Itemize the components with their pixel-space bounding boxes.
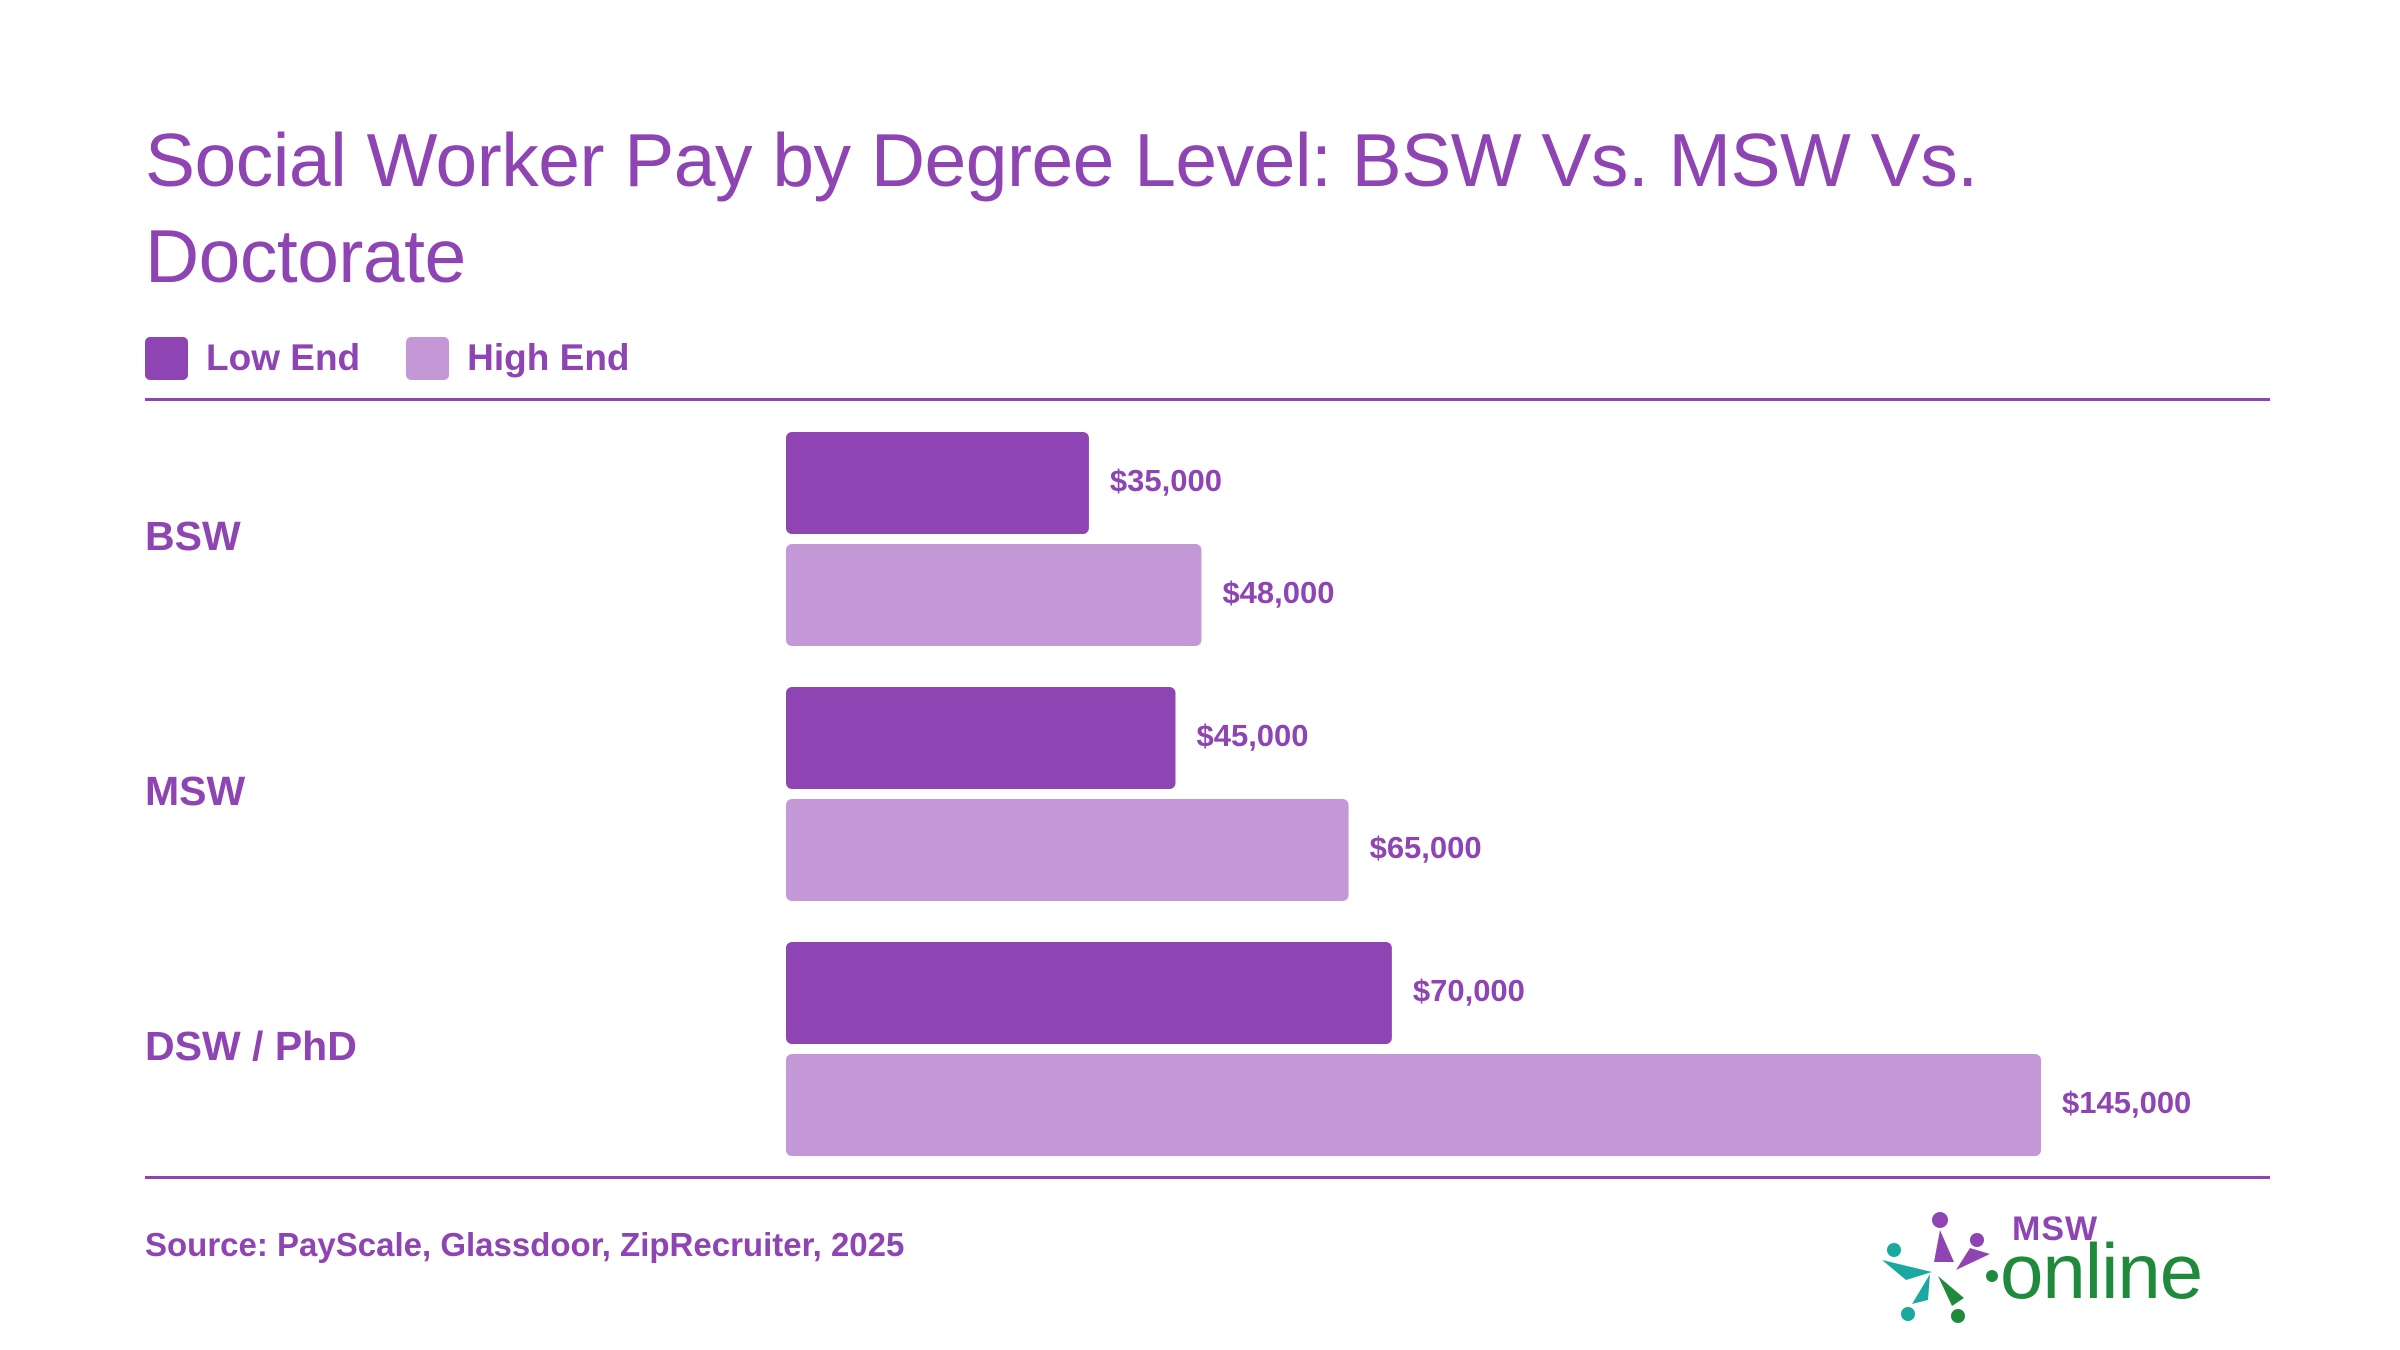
bar-bsw-high-end [786, 544, 1202, 646]
source-note: Source: PayScale, Glassdoor, ZipRecruite… [145, 1226, 905, 1263]
chart-title: Social Worker Pay by Degree Level: BSW V… [145, 118, 1978, 298]
bar-dsw-phd-low-end [786, 942, 1392, 1044]
category-label-msw: MSW [145, 768, 246, 814]
value-label-dsw-phd-low-end: $70,000 [1413, 973, 1525, 1008]
legend-swatch-low-end [145, 336, 188, 380]
legend-item-low-end: Low End [145, 336, 361, 380]
legend-label-high-end: High End [467, 337, 630, 378]
category-label-bsw: BSW [145, 513, 241, 559]
value-label-bsw-low-end: $35,000 [1110, 463, 1222, 498]
legend-swatch-high-end [406, 336, 450, 380]
logo-text-online: online [2000, 1227, 2203, 1315]
value-label-msw-high-end: $65,000 [1370, 830, 1482, 865]
logo-text-msw: MSW [2012, 1210, 2099, 1248]
value-label-msw-low-end: $45,000 [1196, 718, 1308, 753]
category-label-dsw-phd: DSW / PhD [145, 1023, 357, 1069]
msw-online-logo: MSW online [1872, 1210, 2282, 1325]
bar-bsw-low-end [786, 432, 1089, 534]
bar-msw-low-end [786, 687, 1176, 789]
value-label-dsw-phd-high-end: $145,000 [2062, 1085, 2191, 1120]
star-people-icon [1882, 1212, 1998, 1323]
bar-dsw-phd-high-end [786, 1054, 2041, 1156]
legend: Low End High End [145, 336, 676, 380]
legend-item-high-end: High End [406, 336, 630, 380]
legend-label-low-end: Low End [206, 337, 361, 378]
bottom-divider [145, 1176, 2270, 1179]
value-label-bsw-high-end: $48,000 [1222, 575, 1334, 610]
bar-msw-high-end [786, 799, 1349, 901]
top-divider [145, 398, 2270, 401]
